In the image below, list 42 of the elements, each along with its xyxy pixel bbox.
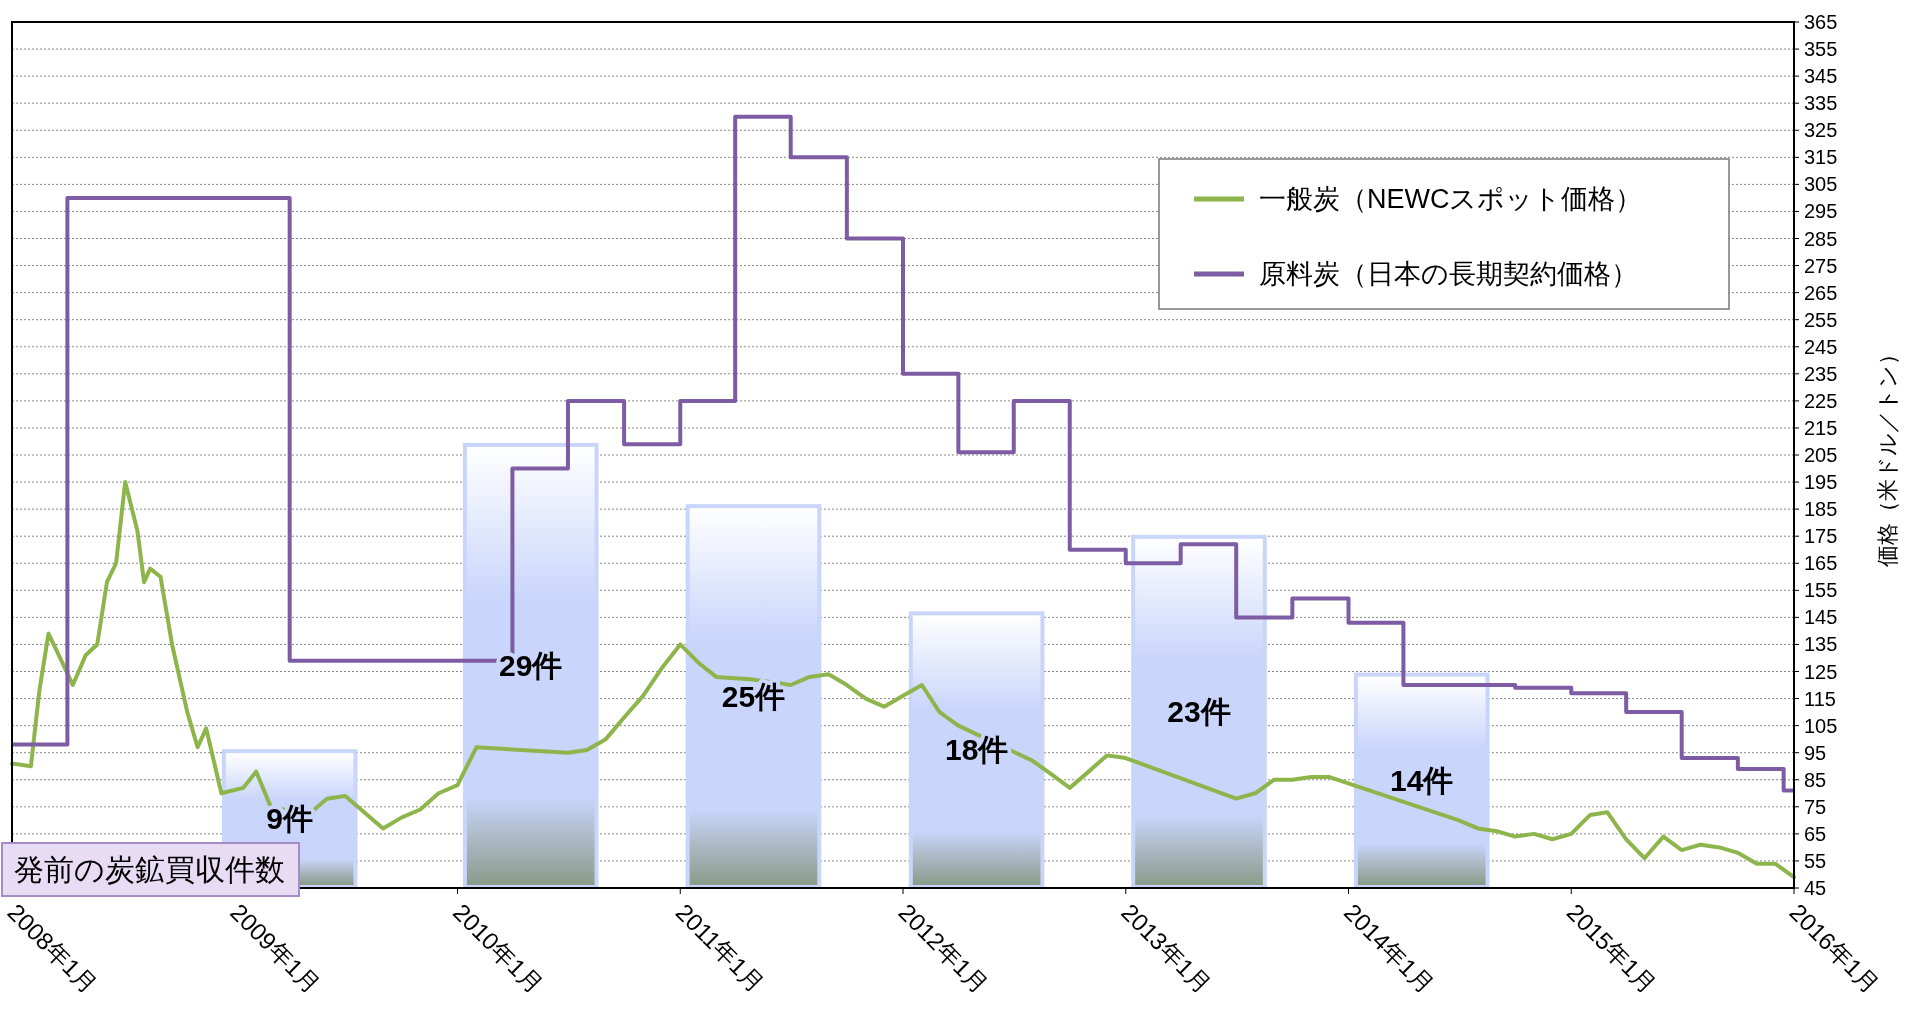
data-label: 23件	[1167, 694, 1231, 728]
y-tick-label: 325	[1804, 119, 1838, 142]
y-tick-label: 255	[1804, 308, 1838, 331]
data-label: 25件	[721, 679, 786, 713]
y-tick-label: 65	[1804, 822, 1827, 845]
y-tick-label: 295	[1804, 200, 1838, 223]
legend-label: 原料炭（日本の長期契約価格）	[1259, 259, 1638, 289]
y-tick-label: 195	[1804, 471, 1838, 494]
legend-label: 一般炭（NEWCスポット価格）	[1259, 184, 1643, 214]
y-tick-label: 345	[1804, 65, 1838, 88]
y-tick-label: 105	[1804, 714, 1838, 737]
y-axis-title: 価格（米ドル／トン）	[1875, 343, 1900, 567]
y-tick-label: 355	[1804, 38, 1838, 61]
y-tick-label: 85	[1804, 768, 1827, 791]
y-tick-label: 235	[1804, 362, 1838, 385]
y-tick-label: 115	[1804, 687, 1836, 710]
y-tick-label: 205	[1804, 444, 1838, 466]
y-tick-label: 165	[1804, 552, 1838, 575]
y-tick-label: 365	[1804, 11, 1838, 33]
y-tick-label: 265	[1804, 281, 1838, 304]
y-tick-label: 335	[1804, 92, 1838, 115]
y-tick-label: 175	[1804, 525, 1838, 548]
y-tick-label: 55	[1804, 849, 1827, 872]
y-tick-label: 275	[1804, 254, 1838, 277]
y-tick-label: 185	[1804, 498, 1838, 521]
y-tick-label: 315	[1804, 146, 1838, 169]
y-tick-label: 225	[1804, 389, 1838, 412]
y-tick-label: 135	[1804, 633, 1838, 656]
y-tick-label: 305	[1804, 173, 1838, 196]
data-label: 14件	[1390, 763, 1454, 797]
y-tick-label: 45	[1804, 877, 1827, 899]
y-tick-label: 125	[1804, 660, 1838, 683]
y-tick-label: 155	[1804, 579, 1838, 602]
y-tick-label: 285	[1804, 227, 1838, 250]
data-label: 18件	[944, 733, 1009, 767]
annotation: 発前の炭鉱買収件数	[14, 853, 285, 886]
y-tick-label: 95	[1804, 741, 1827, 764]
data-label: 29件	[499, 648, 563, 682]
y-tick-label: 245	[1804, 335, 1838, 358]
y-tick-label: 145	[1804, 606, 1838, 629]
y-tick-label: 215	[1804, 416, 1838, 439]
y-tick-label: 75	[1804, 795, 1827, 818]
